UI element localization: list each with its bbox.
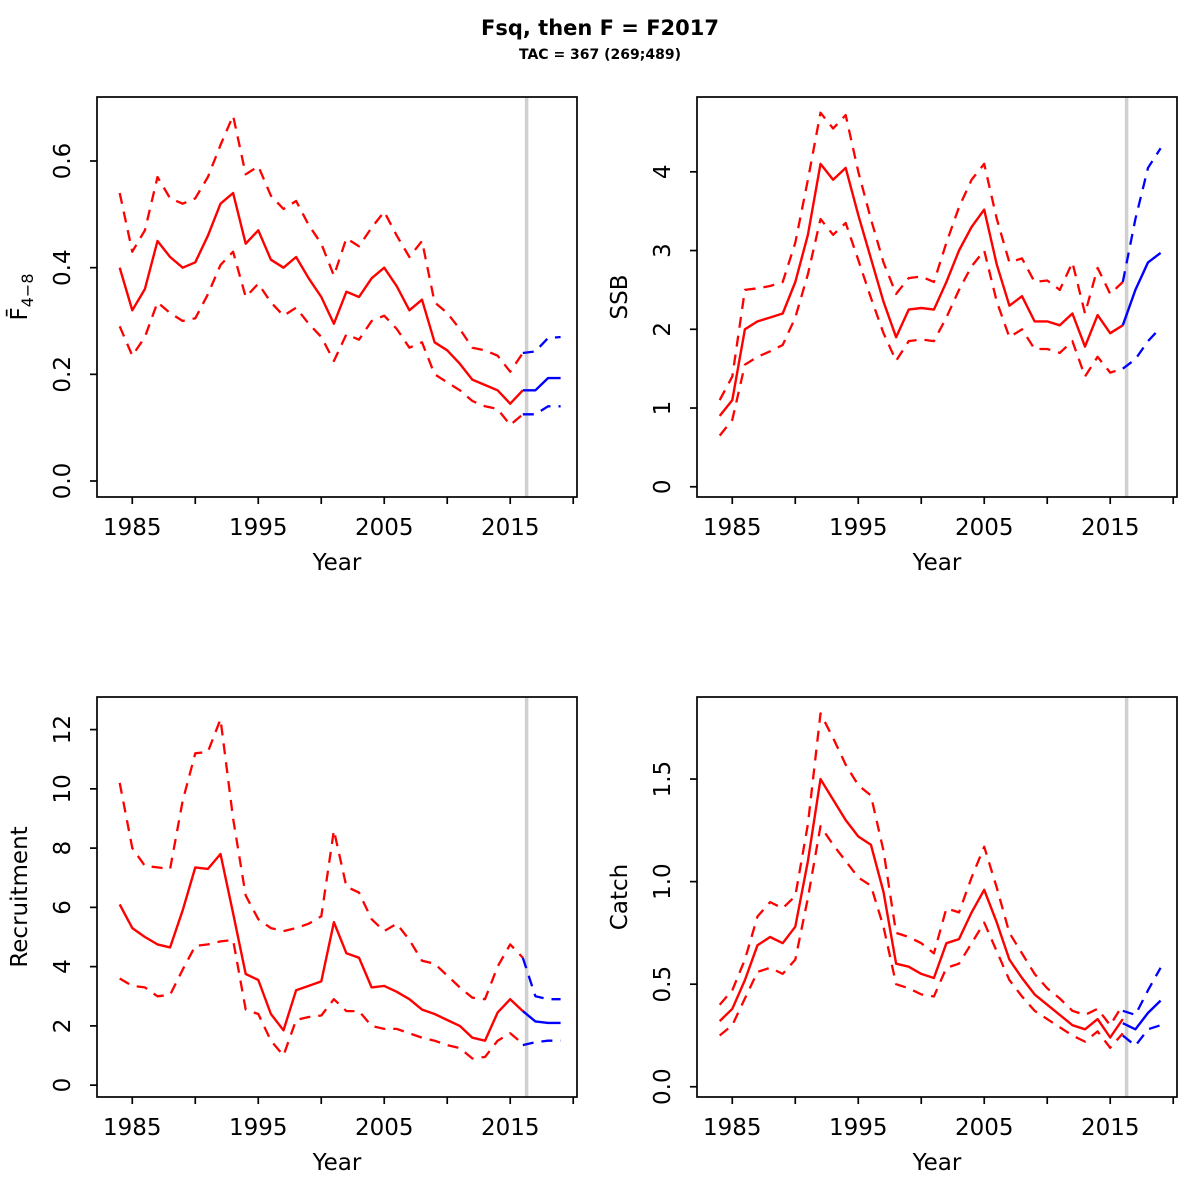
recruitment-ci-lower-forecast-line bbox=[522, 1039, 561, 1047]
catch-y-tick-label: 0.0 bbox=[650, 1068, 676, 1105]
catch-y-tick-label: 0.5 bbox=[650, 966, 676, 1003]
recruitment-x-tick-label: 2015 bbox=[481, 1115, 540, 1141]
panel-recruitment-chart: 1985 1995 2005 2015 0 2 4 6 8 10 12 Year Recruitment bbox=[7, 696, 578, 1176]
fbar-y-tick-label: 0.4 bbox=[50, 249, 76, 286]
fbar-x-tick-label: 2005 bbox=[355, 515, 414, 541]
ssb-y-tick-label: 3 bbox=[650, 243, 676, 258]
fbar-y-tick-label: 0.0 bbox=[50, 463, 76, 500]
recruitment-x-tick-label: 2005 bbox=[355, 1115, 414, 1141]
fbar-ci-lower-historical-line bbox=[118, 250, 524, 427]
fbar-median-historical-line bbox=[118, 191, 524, 405]
catch-plot-box bbox=[696, 696, 1178, 1098]
fbar-plot-box bbox=[96, 96, 578, 498]
catch-ci-upper-forecast-line bbox=[1122, 967, 1162, 1017]
catch-x-axis-label: Year bbox=[912, 1150, 962, 1176]
catch-ci-lower-forecast-line bbox=[1122, 1024, 1161, 1047]
ssb-ci-upper-historical-line bbox=[718, 111, 1124, 401]
catch-median-forecast-line bbox=[1122, 999, 1162, 1031]
ssb-y-tick-label: 2 bbox=[650, 322, 676, 337]
figure-title: Fsq, then F = F2017 bbox=[480, 16, 719, 40]
fbar-ci-upper-forecast-line bbox=[522, 335, 561, 355]
recruitment-x-tick-label: 1985 bbox=[103, 1115, 162, 1141]
recruitment-ci-upper-forecast-line bbox=[521, 957, 561, 1001]
recruitment-median-historical-line bbox=[118, 852, 524, 1042]
catch-y-axis-label: Catch bbox=[607, 864, 633, 930]
fbar-y-tick-label: 0.2 bbox=[50, 356, 76, 393]
recruitment-plot-box bbox=[96, 696, 578, 1098]
ssb-median-historical-line bbox=[718, 162, 1124, 417]
recruitment-y-tick-label: 0 bbox=[50, 1078, 76, 1093]
ssb-y-tick-label: 4 bbox=[650, 164, 676, 179]
ssb-x-tick-label: 1995 bbox=[829, 515, 888, 541]
fbar-ci-lower-forecast-line bbox=[522, 405, 561, 416]
recruitment-y-tick-label: 10 bbox=[50, 774, 76, 803]
ssb-x-tick-label: 1985 bbox=[703, 515, 762, 541]
recruitment-y-axis-label: Recruitment bbox=[7, 826, 33, 967]
recruitment-y-tick-label: 2 bbox=[50, 1019, 76, 1034]
ssb-y-axis-label: SSB bbox=[607, 275, 633, 320]
recruitment-y-tick-label: 6 bbox=[50, 900, 76, 915]
catch-median-historical-line bbox=[718, 777, 1124, 1039]
ssb-y-tick-label: 0 bbox=[650, 479, 676, 494]
ssb-ci-lower-forecast-line bbox=[1122, 326, 1162, 370]
ssb-x-axis-label: Year bbox=[912, 550, 962, 576]
fbar-y-axis-label: F̄4−8 bbox=[5, 274, 37, 321]
recruitment-ci-upper-historical-line bbox=[118, 718, 524, 1001]
catch-ci-lower-historical-line bbox=[718, 825, 1124, 1049]
fbar-y-tick-label: 0.6 bbox=[50, 143, 76, 180]
catch-y-tick-label: 1.5 bbox=[650, 761, 676, 798]
catch-ci-upper-historical-line bbox=[718, 712, 1124, 1027]
fbar-median-forecast-line bbox=[522, 376, 561, 392]
catch-x-tick-label: 1995 bbox=[829, 1115, 888, 1141]
panel-fbar-chart: 1985 1995 2005 2015 0.0 0.2 0.4 0.6 Year F̄4−8 bbox=[5, 96, 578, 576]
recruitment-y-tick-label: 4 bbox=[50, 959, 76, 974]
ssb-median-forecast-line bbox=[1121, 251, 1162, 326]
ssb-ci-lower-historical-line bbox=[718, 217, 1124, 437]
fbar-x-tick-label: 1985 bbox=[103, 515, 162, 541]
ssb-plot-box bbox=[696, 96, 1178, 498]
recruitment-x-tick-label: 1995 bbox=[229, 1115, 288, 1141]
catch-x-tick-label: 2005 bbox=[955, 1115, 1014, 1141]
fbar-x-axis-label: Year bbox=[312, 550, 362, 576]
ssb-ci-upper-forecast-line bbox=[1121, 147, 1162, 283]
fbar-x-tick-label: 2015 bbox=[481, 515, 540, 541]
recruitment-ci-lower-historical-line bbox=[119, 938, 524, 1060]
recruitment-median-forecast-line bbox=[522, 1010, 561, 1025]
recruitment-y-tick-label: 8 bbox=[50, 841, 76, 856]
recruitment-y-tick-label: 12 bbox=[50, 715, 76, 744]
catch-x-tick-label: 1985 bbox=[703, 1115, 762, 1141]
catch-x-tick-label: 2015 bbox=[1081, 1115, 1140, 1141]
ssb-x-tick-label: 2005 bbox=[955, 515, 1014, 541]
figure-subtitle: TAC = 367 (269;489) bbox=[519, 47, 681, 63]
fbar-ci-upper-historical-line bbox=[118, 114, 524, 373]
ssb-y-tick-label: 1 bbox=[650, 401, 676, 416]
panel-catch-chart: 1985 1995 2005 2015 0.0 0.5 1.0 1.5 Year Catch bbox=[607, 696, 1178, 1176]
ssb-x-tick-label: 2015 bbox=[1081, 515, 1140, 541]
fbar-x-tick-label: 1995 bbox=[229, 515, 288, 541]
panel-ssb-chart: 1985 1995 2005 2015 0 1 2 3 4 Year SSB bbox=[607, 96, 1178, 576]
recruitment-x-axis-label: Year bbox=[312, 1150, 362, 1176]
catch-y-tick-label: 1.0 bbox=[650, 863, 676, 900]
